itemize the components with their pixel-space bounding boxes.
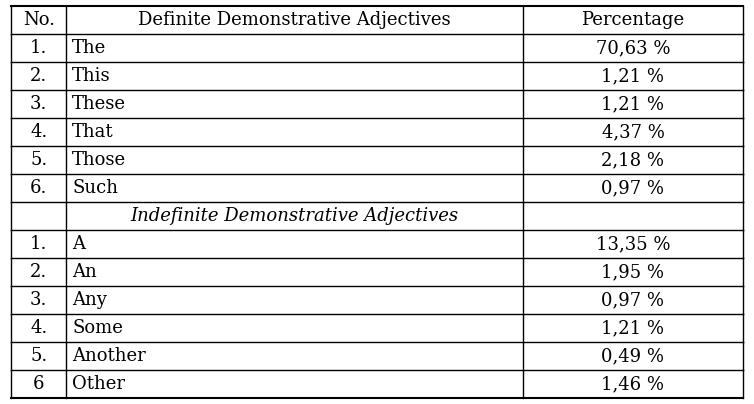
Text: 5.: 5.	[30, 347, 48, 365]
Text: 4.: 4.	[30, 123, 48, 141]
Text: An: An	[72, 263, 97, 281]
Text: 2.: 2.	[30, 263, 48, 281]
Text: 1,95 %: 1,95 %	[602, 263, 664, 281]
Text: 0,97 %: 0,97 %	[602, 179, 664, 197]
Text: 0,97 %: 0,97 %	[602, 291, 664, 309]
Text: Such: Such	[72, 179, 118, 197]
Text: Indefinite Demonstrative Adjectives: Indefinite Demonstrative Adjectives	[130, 207, 458, 225]
Text: 1,46 %: 1,46 %	[602, 375, 664, 393]
Text: The: The	[72, 39, 106, 57]
Text: Percentage: Percentage	[581, 11, 685, 29]
Text: 70,63 %: 70,63 %	[596, 39, 670, 57]
Text: 1,21 %: 1,21 %	[602, 319, 664, 337]
Text: 4.: 4.	[30, 319, 48, 337]
Text: Any: Any	[72, 291, 107, 309]
Text: Some: Some	[72, 319, 123, 337]
Text: 3.: 3.	[30, 95, 48, 113]
Text: Those: Those	[72, 151, 127, 169]
Text: No.: No.	[23, 11, 55, 29]
Text: Definite Demonstrative Adjectives: Definite Demonstrative Adjectives	[139, 11, 451, 29]
Text: 2.: 2.	[30, 67, 48, 85]
Text: 4,37 %: 4,37 %	[602, 123, 664, 141]
Text: These: These	[72, 95, 126, 113]
Text: 1,21 %: 1,21 %	[602, 67, 664, 85]
Text: 5.: 5.	[30, 151, 48, 169]
Text: Other: Other	[72, 375, 125, 393]
Text: 6.: 6.	[30, 179, 48, 197]
Text: 3.: 3.	[30, 291, 48, 309]
Text: 2,18 %: 2,18 %	[602, 151, 664, 169]
Text: 13,35 %: 13,35 %	[596, 235, 670, 253]
Text: Another: Another	[72, 347, 146, 365]
Text: 0,49 %: 0,49 %	[602, 347, 664, 365]
Text: This: This	[72, 67, 111, 85]
Text: 6: 6	[33, 375, 44, 393]
Text: 1.: 1.	[30, 235, 48, 253]
Text: A: A	[72, 235, 85, 253]
Text: 1,21 %: 1,21 %	[602, 95, 664, 113]
Text: 1.: 1.	[30, 39, 48, 57]
Text: That: That	[72, 123, 114, 141]
